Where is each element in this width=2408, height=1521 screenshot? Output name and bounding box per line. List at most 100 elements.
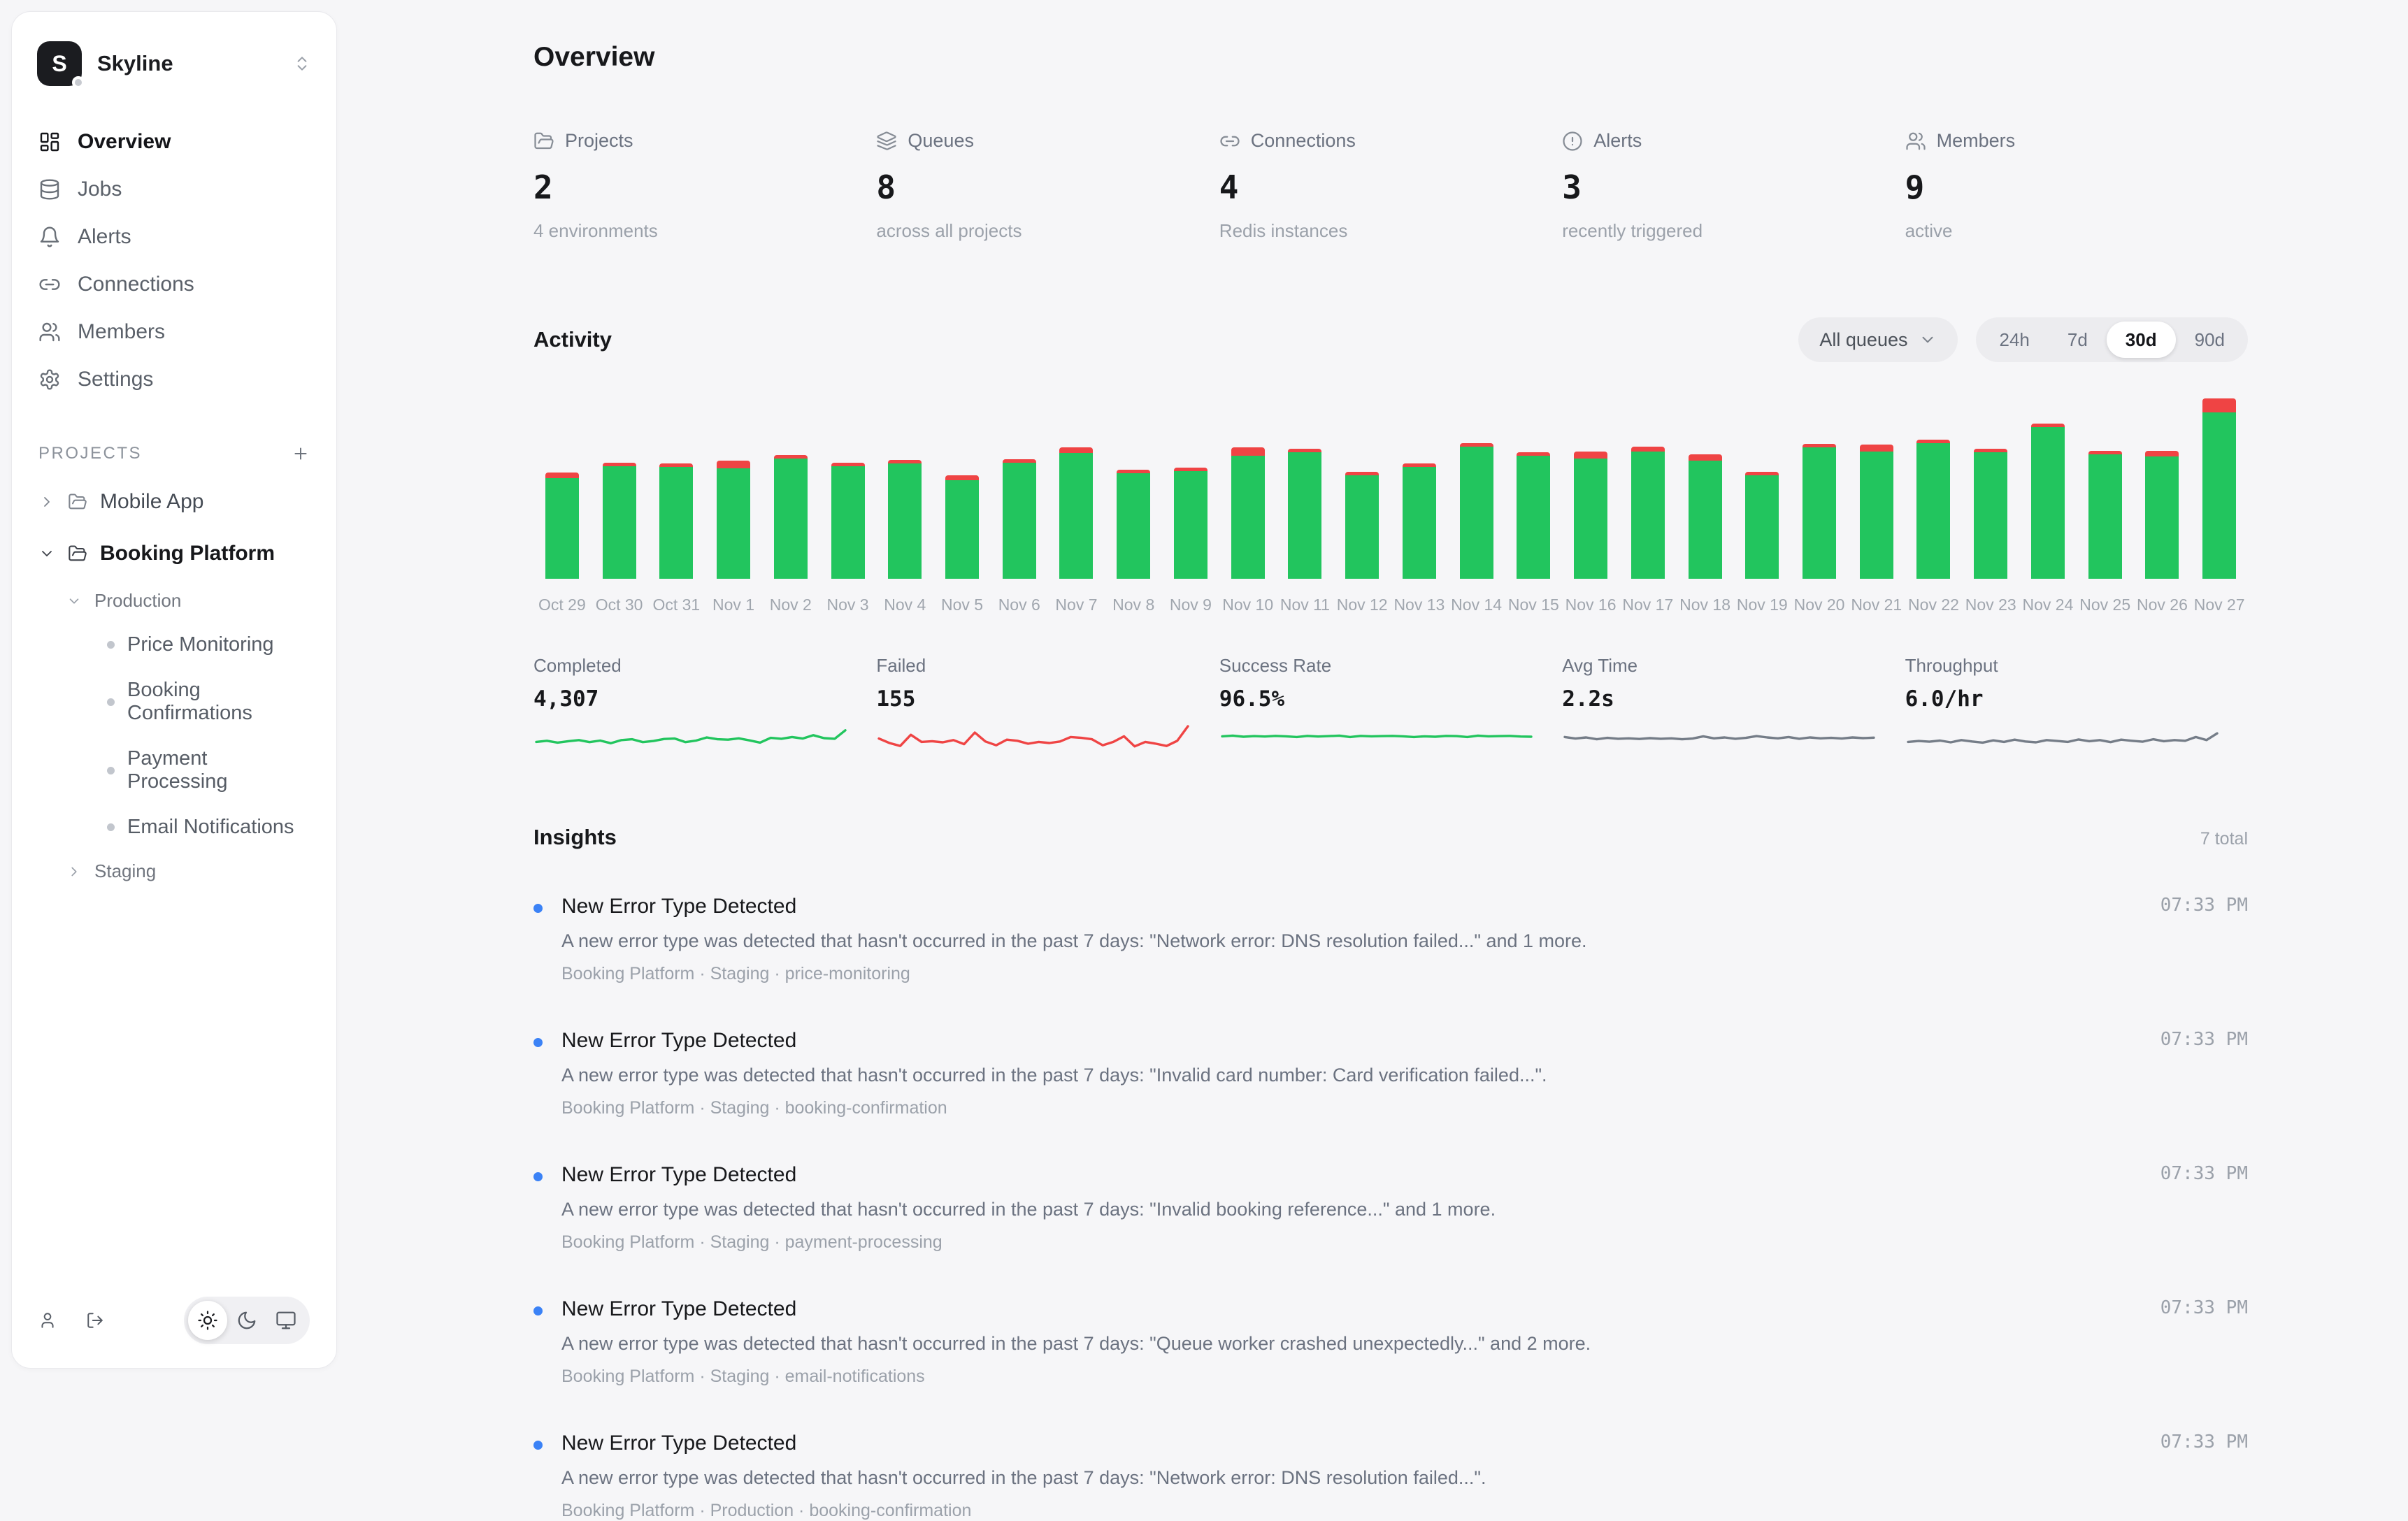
chart-bar-completed-segment [1059,453,1093,579]
chart-bar[interactable] [1574,452,1607,579]
queue-item[interactable]: Price Monitoring [33,622,315,668]
insight-meta: Booking Platform · Staging · email-notif… [561,1367,2160,1387]
chart-bar[interactable] [1003,459,1036,579]
chart-x-tick-label: Nov 8 [1105,596,1162,614]
chart-bar[interactable] [1288,449,1321,579]
insight-meta: Booking Platform · Staging · booking-con… [561,1098,2160,1118]
chart-bar-slot [1277,449,1334,579]
chart-bar[interactable] [1460,443,1493,579]
chart-bar[interactable] [1860,445,1893,579]
chart-bar[interactable] [2202,398,2236,579]
chart-x-tick-label: Nov 13 [1391,596,1448,614]
chart-bar-slot [1962,449,2019,579]
logout-button[interactable] [86,1311,104,1329]
range-button-90d[interactable]: 90d [2176,322,2244,358]
chart-bar-completed-segment [545,478,579,579]
chart-bar-completed-segment [1288,452,1321,579]
chart-x-tick-label: Nov 20 [1791,596,1848,614]
chart-bar-completed-segment [1974,452,2007,579]
link-icon [1219,131,1240,152]
insight-unread-dot [533,1306,543,1315]
chart-bar[interactable] [888,460,922,579]
metric-value: 96.5% [1219,686,1562,712]
alert-circle-icon [1562,131,1583,152]
chart-bar[interactable] [717,461,750,579]
chart-bar[interactable] [545,473,579,579]
range-button-30d[interactable]: 30d [2107,322,2176,358]
stat-label-text: Connections [1251,130,1356,152]
insights-header: Insights 7 total [533,825,2248,850]
metric-label: Failed [876,655,1219,677]
stat-label: Queues [876,130,1219,152]
chart-bar[interactable] [1059,447,1093,579]
queue-item[interactable]: Email Notifications [33,805,315,850]
sidebar-item-overview[interactable]: Overview [33,118,315,166]
queue-filter-dropdown[interactable]: All queues [1798,317,1958,362]
layers-icon [876,131,897,152]
sidebar-item-connections[interactable]: Connections [33,261,315,308]
chart-bar[interactable] [1631,447,1665,579]
queue-item[interactable]: Payment Processing [33,736,315,805]
sidebar-item-settings[interactable]: Settings [33,356,315,403]
chart-bar[interactable] [774,455,808,579]
chart-bar[interactable] [1117,470,1150,579]
chevrons-up-down-icon[interactable] [293,55,311,73]
insight-unread-dot [533,904,543,913]
sidebar-item-label: Alerts [78,225,131,249]
queue-item[interactable]: Booking Confirmations [33,668,315,736]
chart-bar[interactable] [831,463,865,579]
folder-icon [533,131,554,152]
chart-bar[interactable] [2088,451,2122,579]
chart-bar[interactable] [1974,449,2007,579]
project-item[interactable]: Mobile App [33,476,315,528]
chart-bar[interactable] [1745,472,1779,579]
range-button-24h[interactable]: 24h [1980,322,2048,358]
chart-bar[interactable] [603,463,636,579]
sidebar-item-alerts[interactable]: Alerts [33,213,315,261]
add-project-button[interactable] [292,445,310,463]
sidebar-item-members[interactable]: Members [33,308,315,356]
metric-sparkline [876,723,1219,752]
theme-dark-button[interactable] [227,1301,266,1340]
chart-bar[interactable] [659,463,693,579]
chart-bar[interactable] [1174,468,1207,579]
chart-bar[interactable] [1916,440,1950,579]
account-button[interactable] [38,1311,57,1329]
chart-bar[interactable] [1517,452,1550,579]
environment-item[interactable]: Staging [33,850,315,893]
sidebar-item-jobs[interactable]: Jobs [33,166,315,213]
workspace-switcher[interactable]: S Skyline [33,41,315,86]
range-button-7d[interactable]: 7d [2049,322,2107,358]
project-item[interactable]: Booking Platform [33,528,315,579]
chart-bar-completed-segment [1745,475,1779,579]
chart-bar[interactable] [1345,472,1379,579]
chart-bar-failed-segment [945,475,979,480]
chart-bar-slot [819,463,877,579]
chart-bar[interactable] [945,475,979,579]
chart-bars [533,387,2248,579]
chart-bar[interactable] [1231,447,1265,579]
theme-light-button[interactable] [188,1301,227,1340]
chart-bar-completed-segment [1174,471,1207,579]
chart-bar[interactable] [1803,444,1836,579]
sidebar-item-label: Connections [78,273,194,296]
theme-system-button[interactable] [266,1301,306,1340]
chart-bar[interactable] [2031,424,2065,579]
chart-bar-failed-segment [1059,447,1093,453]
chart-bar[interactable] [2145,451,2179,579]
chart-bar-failed-segment [1574,452,1607,459]
environment-item[interactable]: Production [33,579,315,622]
chart-bar-slot [1619,447,1677,579]
chart-bar[interactable] [1403,463,1436,579]
chart-bar-completed-segment [1803,447,1836,579]
chart-bar-completed-segment [1689,461,1722,579]
chart-bar[interactable] [1689,454,1722,579]
